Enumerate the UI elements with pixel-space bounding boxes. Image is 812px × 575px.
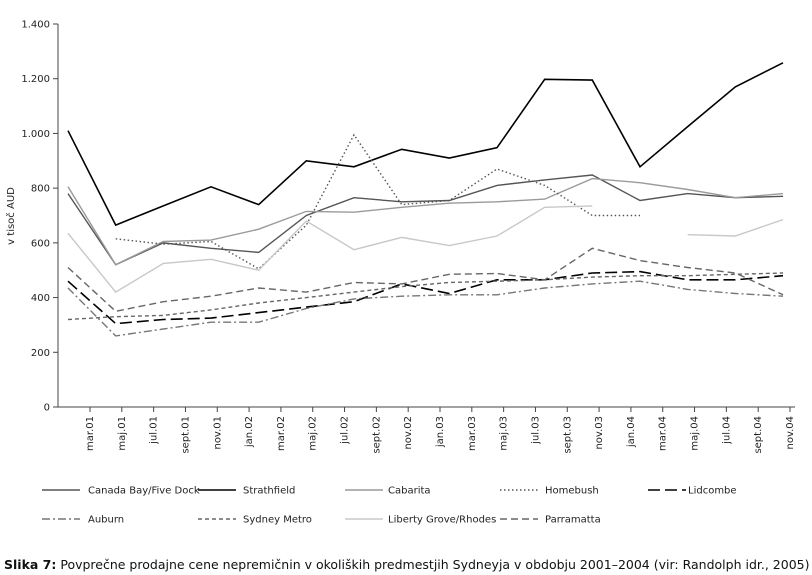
y-axis-label: v tisoč AUD bbox=[5, 187, 17, 245]
x-tick-label: maj.02 bbox=[308, 416, 319, 451]
x-tick-label: jan.04 bbox=[626, 416, 637, 448]
x-tick-label: jan.03 bbox=[435, 416, 446, 448]
y-tick-label: 1.400 bbox=[21, 20, 50, 31]
x-tick-label: jan.02 bbox=[244, 416, 255, 448]
y-tick-label: 600 bbox=[31, 238, 50, 249]
x-tick-label: mar.01 bbox=[85, 416, 96, 451]
legend-label: Auburn bbox=[88, 515, 124, 526]
series-line bbox=[67, 247, 784, 313]
x-tick-label: jul.01 bbox=[149, 416, 160, 445]
x-tick-label: maj.04 bbox=[690, 416, 701, 451]
x-tick-label: jul.02 bbox=[340, 416, 351, 445]
series-line bbox=[67, 280, 784, 337]
caption: Slika 7: Povprečne prodajne cene nepremi… bbox=[4, 557, 809, 572]
series-line bbox=[67, 62, 784, 227]
series-line bbox=[67, 272, 784, 321]
x-tick-label: nov.01 bbox=[212, 416, 223, 450]
x-tick-label: maj.03 bbox=[499, 416, 510, 451]
x-tick-label: nov.03 bbox=[594, 416, 605, 450]
x-tick-label: maj.01 bbox=[117, 416, 128, 451]
x-tick-label: sept.04 bbox=[753, 416, 764, 454]
x-tick-label: mar.02 bbox=[276, 416, 287, 451]
legend-label: Parramatta bbox=[545, 515, 601, 526]
x-tick-label: jul.03 bbox=[530, 416, 541, 445]
x-tick-label: nov.04 bbox=[785, 416, 796, 450]
series-line bbox=[115, 133, 640, 270]
legend-label: Homebush bbox=[545, 486, 599, 497]
series-line bbox=[67, 205, 784, 294]
legend-label: Sydney Metro bbox=[243, 515, 312, 526]
legend-label: Liberty Grove/Rhodes bbox=[388, 515, 496, 526]
series-line bbox=[67, 174, 784, 266]
x-tick-label: sept.03 bbox=[562, 416, 573, 454]
y-tick-label: 200 bbox=[31, 348, 50, 359]
legend-label: Strathfield bbox=[243, 486, 295, 497]
caption-label: Slika 7: bbox=[4, 557, 57, 572]
x-tick-label: mar.03 bbox=[467, 416, 478, 451]
x-tick-label: sept.01 bbox=[180, 416, 191, 454]
x-tick-label: jul.04 bbox=[721, 416, 732, 445]
x-tick-label: sept.02 bbox=[371, 416, 382, 454]
series-line bbox=[67, 177, 784, 266]
x-tick-label: mar.04 bbox=[658, 416, 669, 451]
chart: v tisoč AUD 0 200 400 600 800 1.000 1.200 1.400… bbox=[5, 20, 796, 526]
y-tick-label: 400 bbox=[31, 293, 50, 304]
y-tick-label: 1.000 bbox=[21, 129, 50, 140]
legend-label: Cabarita bbox=[388, 486, 431, 497]
y-tick-label: 0 bbox=[44, 403, 50, 414]
x-tick-label: nov.02 bbox=[403, 416, 414, 450]
legend-label: Canada Bay/Five Dock bbox=[88, 486, 200, 497]
y-tick-label: 1.200 bbox=[21, 74, 50, 85]
y-tick-label: 800 bbox=[31, 184, 50, 195]
caption-text: Povprečne prodajne cene nepremičnin v ok… bbox=[56, 557, 810, 572]
legend-label: Lidcombe bbox=[688, 486, 737, 497]
